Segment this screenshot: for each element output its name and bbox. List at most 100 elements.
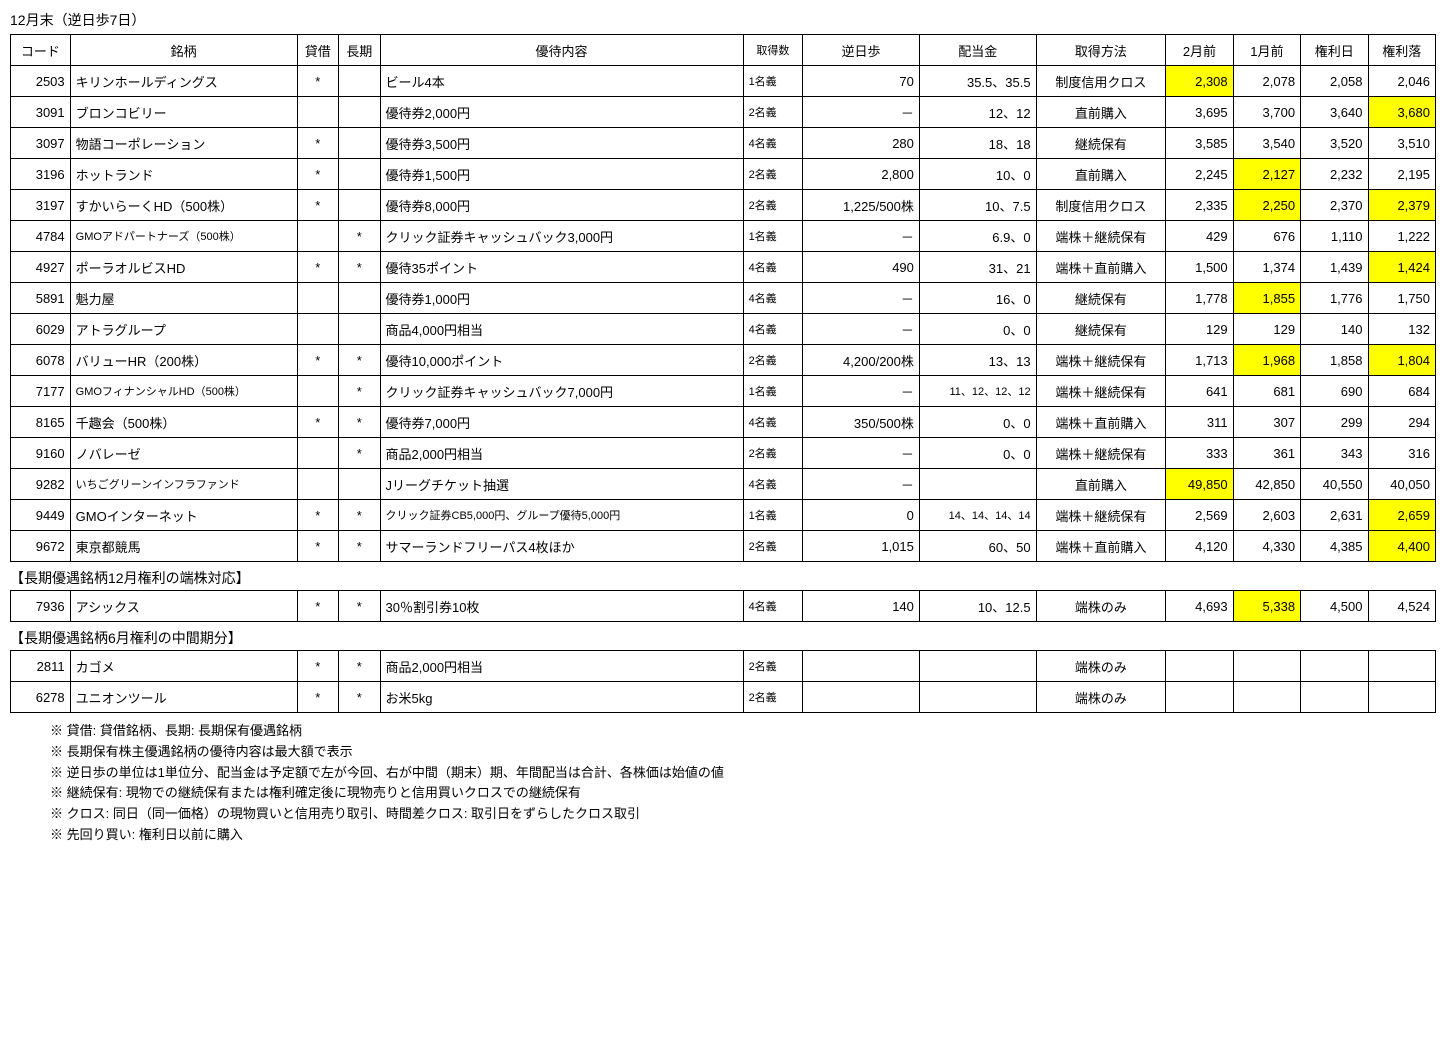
table-cell: － (803, 376, 920, 407)
table-cell: 2,603 (1233, 500, 1300, 531)
table-cell: 12、12 (919, 97, 1036, 128)
page-title: 12月末（逆日歩7日） (10, 10, 1436, 30)
col-method: 取得方法 (1036, 35, 1166, 66)
table-cell: 継続保有 (1036, 314, 1166, 345)
table-cell: － (803, 314, 920, 345)
table-cell: 3,585 (1166, 128, 1233, 159)
table-row: 5891魁力屋優待券1,000円4名義－16、0継続保有1,7781,8551,… (11, 283, 1436, 314)
table-cell: 40,050 (1368, 469, 1436, 500)
table-cell: クリック証券キャッシュバック7,000円 (380, 376, 743, 407)
table-cell: * (339, 682, 380, 713)
table-cell: 9160 (11, 438, 71, 469)
table-cell: 299 (1301, 407, 1368, 438)
table-cell: 商品2,000円相当 (380, 651, 743, 682)
table-cell: 10、12.5 (919, 591, 1036, 622)
table-header: コード 銘柄 貸借 長期 優待内容 取得数 逆日歩 配当金 取得方法 2月前 1… (11, 35, 1436, 66)
table-cell: 4名義 (743, 128, 803, 159)
table-row: 4927ポーラオルビスHD**優待35ポイント4名義49031、21端株＋直前購… (11, 252, 1436, 283)
table-cell: 11、12、12、12 (919, 376, 1036, 407)
table-cell: 361 (1233, 438, 1300, 469)
table-row: 9282いちごグリーンインフラファンドJリーグチケット抽選4名義－直前購入49,… (11, 469, 1436, 500)
table-cell: 5891 (11, 283, 71, 314)
table-cell: 1,225/500株 (803, 190, 920, 221)
table-cell: 4,400 (1368, 531, 1436, 562)
table-cell: * (297, 252, 338, 283)
table-cell: バリューHR（200株） (70, 345, 297, 376)
table-cell: * (339, 438, 380, 469)
table-cell: 3,695 (1166, 97, 1233, 128)
table-cell: 1,374 (1233, 252, 1300, 283)
table-cell: 3,680 (1368, 97, 1436, 128)
table-cell: 690 (1301, 376, 1368, 407)
table-cell: 商品4,000円相当 (380, 314, 743, 345)
table-cell: GMOアドパートナーズ（500株） (70, 221, 297, 252)
sub-title-1: 【長期優遇銘柄12月権利の端株対応】 (10, 568, 1436, 588)
table-row: 2811カゴメ**商品2,000円相当2名義端株のみ (11, 651, 1436, 682)
table-cell: 東京都競馬 (70, 531, 297, 562)
table-cell: 0、0 (919, 407, 1036, 438)
table-cell: 1名義 (743, 500, 803, 531)
table-cell (803, 682, 920, 713)
table-cell: 継続保有 (1036, 128, 1166, 159)
table-cell (339, 97, 380, 128)
table-cell: 60、50 (919, 531, 1036, 562)
col-code: コード (11, 35, 71, 66)
table-cell: 端株＋直前購入 (1036, 531, 1166, 562)
table-cell: 千趣会（500株） (70, 407, 297, 438)
table-cell: 140 (803, 591, 920, 622)
table-cell (339, 314, 380, 345)
table-cell: 16、0 (919, 283, 1036, 314)
table-cell: 2,245 (1166, 159, 1233, 190)
table-cell: * (297, 66, 338, 97)
table-cell: * (297, 591, 338, 622)
table-row: 9449GMOインターネット**クリック証券CB5,000円、グループ優待5,0… (11, 500, 1436, 531)
table-row: 4784GMOアドパートナーズ（500株）*クリック証券キャッシュバック3,00… (11, 221, 1436, 252)
table-cell: 1,804 (1368, 345, 1436, 376)
table-cell: 0 (803, 500, 920, 531)
table-row: 8165千趣会（500株）**優待券7,000円4名義350/500株0、0端株… (11, 407, 1436, 438)
table-cell: 132 (1368, 314, 1436, 345)
table-cell: 1名義 (743, 376, 803, 407)
table-cell: 4,200/200株 (803, 345, 920, 376)
table-cell (339, 128, 380, 159)
table-cell (1166, 651, 1233, 682)
table-cell (1301, 651, 1368, 682)
table-row: 7936アシックス**30％割引券10枚4名義14010、12.5端株のみ4,6… (11, 591, 1436, 622)
table-cell (1368, 682, 1436, 713)
table-row: 3097物語コーポレーション*優待券3,500円4名義28018、18継続保有3… (11, 128, 1436, 159)
table-cell: 継続保有 (1036, 283, 1166, 314)
table-cell (1166, 682, 1233, 713)
table-cell: 1,713 (1166, 345, 1233, 376)
table-cell: 9449 (11, 500, 71, 531)
note-line: ※ 先回り買い: 権利日以前に購入 (50, 825, 1436, 846)
col-gyaku: 逆日歩 (803, 35, 920, 66)
table-cell: 1,015 (803, 531, 920, 562)
table-cell: 307 (1233, 407, 1300, 438)
table-cell: 2名義 (743, 531, 803, 562)
table-cell: 2,046 (1368, 66, 1436, 97)
table-cell (339, 469, 380, 500)
table-cell: 3091 (11, 97, 71, 128)
table-cell: * (297, 651, 338, 682)
col-pd: 権利日 (1301, 35, 1368, 66)
table-cell: 端株のみ (1036, 682, 1166, 713)
table-cell: 優待35ポイント (380, 252, 743, 283)
table-cell: 8165 (11, 407, 71, 438)
table-cell: 2,659 (1368, 500, 1436, 531)
table-cell: 129 (1233, 314, 1300, 345)
table-cell: 優待券1,500円 (380, 159, 743, 190)
table-cell (1301, 682, 1368, 713)
table-cell: GMOインターネット (70, 500, 297, 531)
table-cell: 2名義 (743, 682, 803, 713)
table-cell: 2,127 (1233, 159, 1300, 190)
table-cell: * (297, 407, 338, 438)
table-cell: 4名義 (743, 283, 803, 314)
table-cell (297, 376, 338, 407)
table-cell: 1,776 (1301, 283, 1368, 314)
table-cell: クリック証券CB5,000円、グループ優待5,000円 (380, 500, 743, 531)
table-cell: 311 (1166, 407, 1233, 438)
table-cell (339, 283, 380, 314)
table-cell (297, 283, 338, 314)
table-cell: － (803, 97, 920, 128)
table-cell: 6.9、0 (919, 221, 1036, 252)
